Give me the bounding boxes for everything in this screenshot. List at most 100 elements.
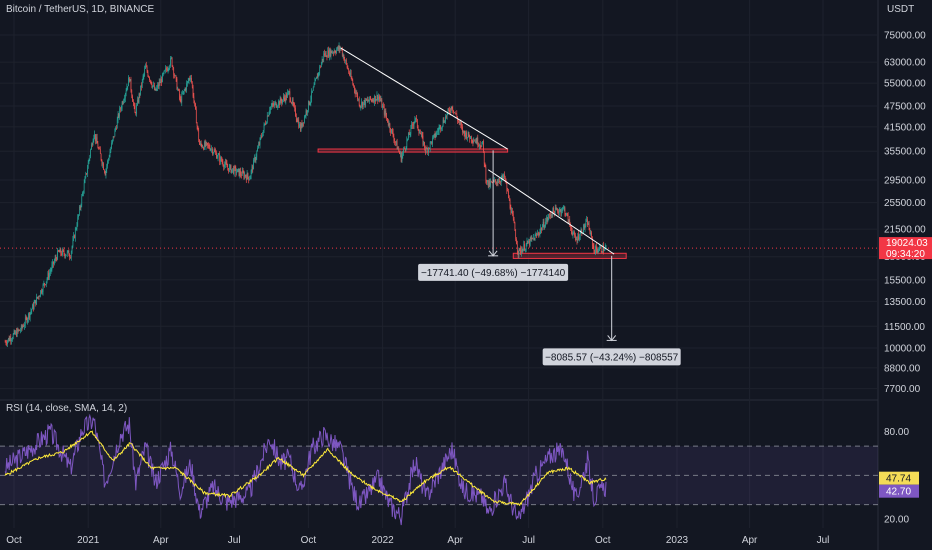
- rsi-lines: [4, 413, 607, 526]
- candle-body: [573, 232, 575, 234]
- candle-body: [297, 120, 299, 122]
- candle-body: [600, 246, 602, 252]
- candle-body: [525, 248, 526, 251]
- candle-body: [263, 124, 265, 131]
- candle-body: [399, 151, 400, 154]
- candle-body: [295, 116, 297, 120]
- candle-body: [408, 132, 410, 135]
- candle-body: [30, 310, 32, 313]
- candle-body: [551, 214, 553, 216]
- candle-body: [87, 168, 88, 174]
- candle-body: [580, 229, 582, 233]
- candle-body: [362, 102, 364, 108]
- candle-body: [579, 237, 580, 240]
- candle-body: [259, 137, 261, 145]
- candle-body: [60, 249, 62, 254]
- measure-label-box[interactable]: [542, 348, 681, 366]
- candle-body: [306, 110, 308, 113]
- candle-body: [31, 309, 33, 311]
- candle-body: [191, 82, 193, 87]
- candle-body: [385, 111, 387, 116]
- candle-body: [467, 132, 469, 137]
- candle-body: [284, 98, 286, 102]
- candle-body: [394, 140, 396, 142]
- candle-body: [43, 283, 45, 285]
- candle-body: [103, 163, 104, 170]
- candle-body: [320, 62, 322, 68]
- candle-body: [274, 103, 275, 106]
- candle-body: [326, 56, 328, 58]
- rsi-title[interactable]: RSI (14, close, SMA, 14, 2): [6, 403, 128, 414]
- drawings[interactable]: −17741.40 (−49.68%) −1774140 −8085.57 (−4…: [340, 47, 681, 366]
- candle-body: [377, 94, 379, 101]
- candle-body: [39, 295, 41, 297]
- support-zone[interactable]: [512, 252, 627, 259]
- candle-body: [149, 77, 150, 81]
- candle-body: [277, 106, 279, 107]
- candle-body: [66, 254, 67, 256]
- candle-body: [70, 256, 71, 258]
- candle-body: [538, 234, 540, 235]
- candle-body: [291, 99, 293, 104]
- candle-body: [421, 133, 422, 135]
- candle-body: [475, 140, 476, 142]
- candle-body: [200, 142, 202, 145]
- rsi-tick-label: 20.00: [884, 515, 909, 526]
- candle-body: [97, 143, 99, 149]
- x-tick-label: Apr: [447, 535, 463, 546]
- candle-body: [88, 159, 90, 163]
- measure-label-box[interactable]: [418, 263, 569, 281]
- candle-body: [430, 141, 432, 143]
- candle-body: [150, 80, 152, 85]
- candle-body: [416, 119, 418, 127]
- candle-body: [160, 79, 162, 84]
- candle-body: [174, 75, 176, 77]
- candle-body: [174, 74, 175, 76]
- candle-body: [224, 164, 225, 168]
- candle-body: [83, 182, 85, 192]
- candle-body: [481, 143, 483, 147]
- candle-body: [358, 98, 360, 106]
- candle-body: [210, 149, 212, 151]
- candle-body: [465, 132, 467, 138]
- candle-body: [541, 227, 542, 231]
- candle-body: [268, 112, 270, 117]
- candle-body: [186, 83, 187, 90]
- candle-body: [216, 157, 218, 159]
- candle-body: [232, 168, 233, 170]
- candle-body: [109, 152, 111, 158]
- candle-body: [435, 135, 437, 138]
- candle-body: [300, 124, 301, 131]
- candle-body: [387, 118, 388, 123]
- trendline[interactable]: [340, 47, 508, 150]
- candle-body: [49, 272, 50, 278]
- candle-body: [477, 138, 479, 146]
- candle-body: [334, 51, 336, 53]
- candle-body: [470, 136, 471, 139]
- candle-body: [87, 162, 89, 169]
- candle-body: [101, 160, 103, 165]
- candle-body: [8, 338, 10, 341]
- support-zone[interactable]: [317, 148, 509, 153]
- candle-body: [229, 165, 231, 167]
- candle-body: [214, 150, 216, 152]
- candle-body: [412, 125, 414, 126]
- candle-body: [539, 230, 541, 235]
- candle-body: [270, 105, 272, 108]
- symbol-title[interactable]: Bitcoin / TetherUS, 1D, BINANCE: [6, 4, 155, 15]
- candle-body: [145, 65, 147, 67]
- candle-body: [330, 50, 332, 57]
- candle-body: [117, 114, 119, 120]
- candle-body: [10, 337, 12, 341]
- candle-body: [173, 67, 175, 75]
- candle-body: [250, 176, 251, 180]
- trendline[interactable]: [487, 169, 615, 255]
- candle-body: [533, 237, 534, 239]
- y-tick-label: 75000.00: [884, 31, 926, 42]
- candle-body: [494, 179, 496, 181]
- candle-body: [405, 147, 407, 150]
- candle-body: [340, 48, 341, 50]
- candle-body: [95, 134, 96, 141]
- candle-body: [66, 251, 68, 255]
